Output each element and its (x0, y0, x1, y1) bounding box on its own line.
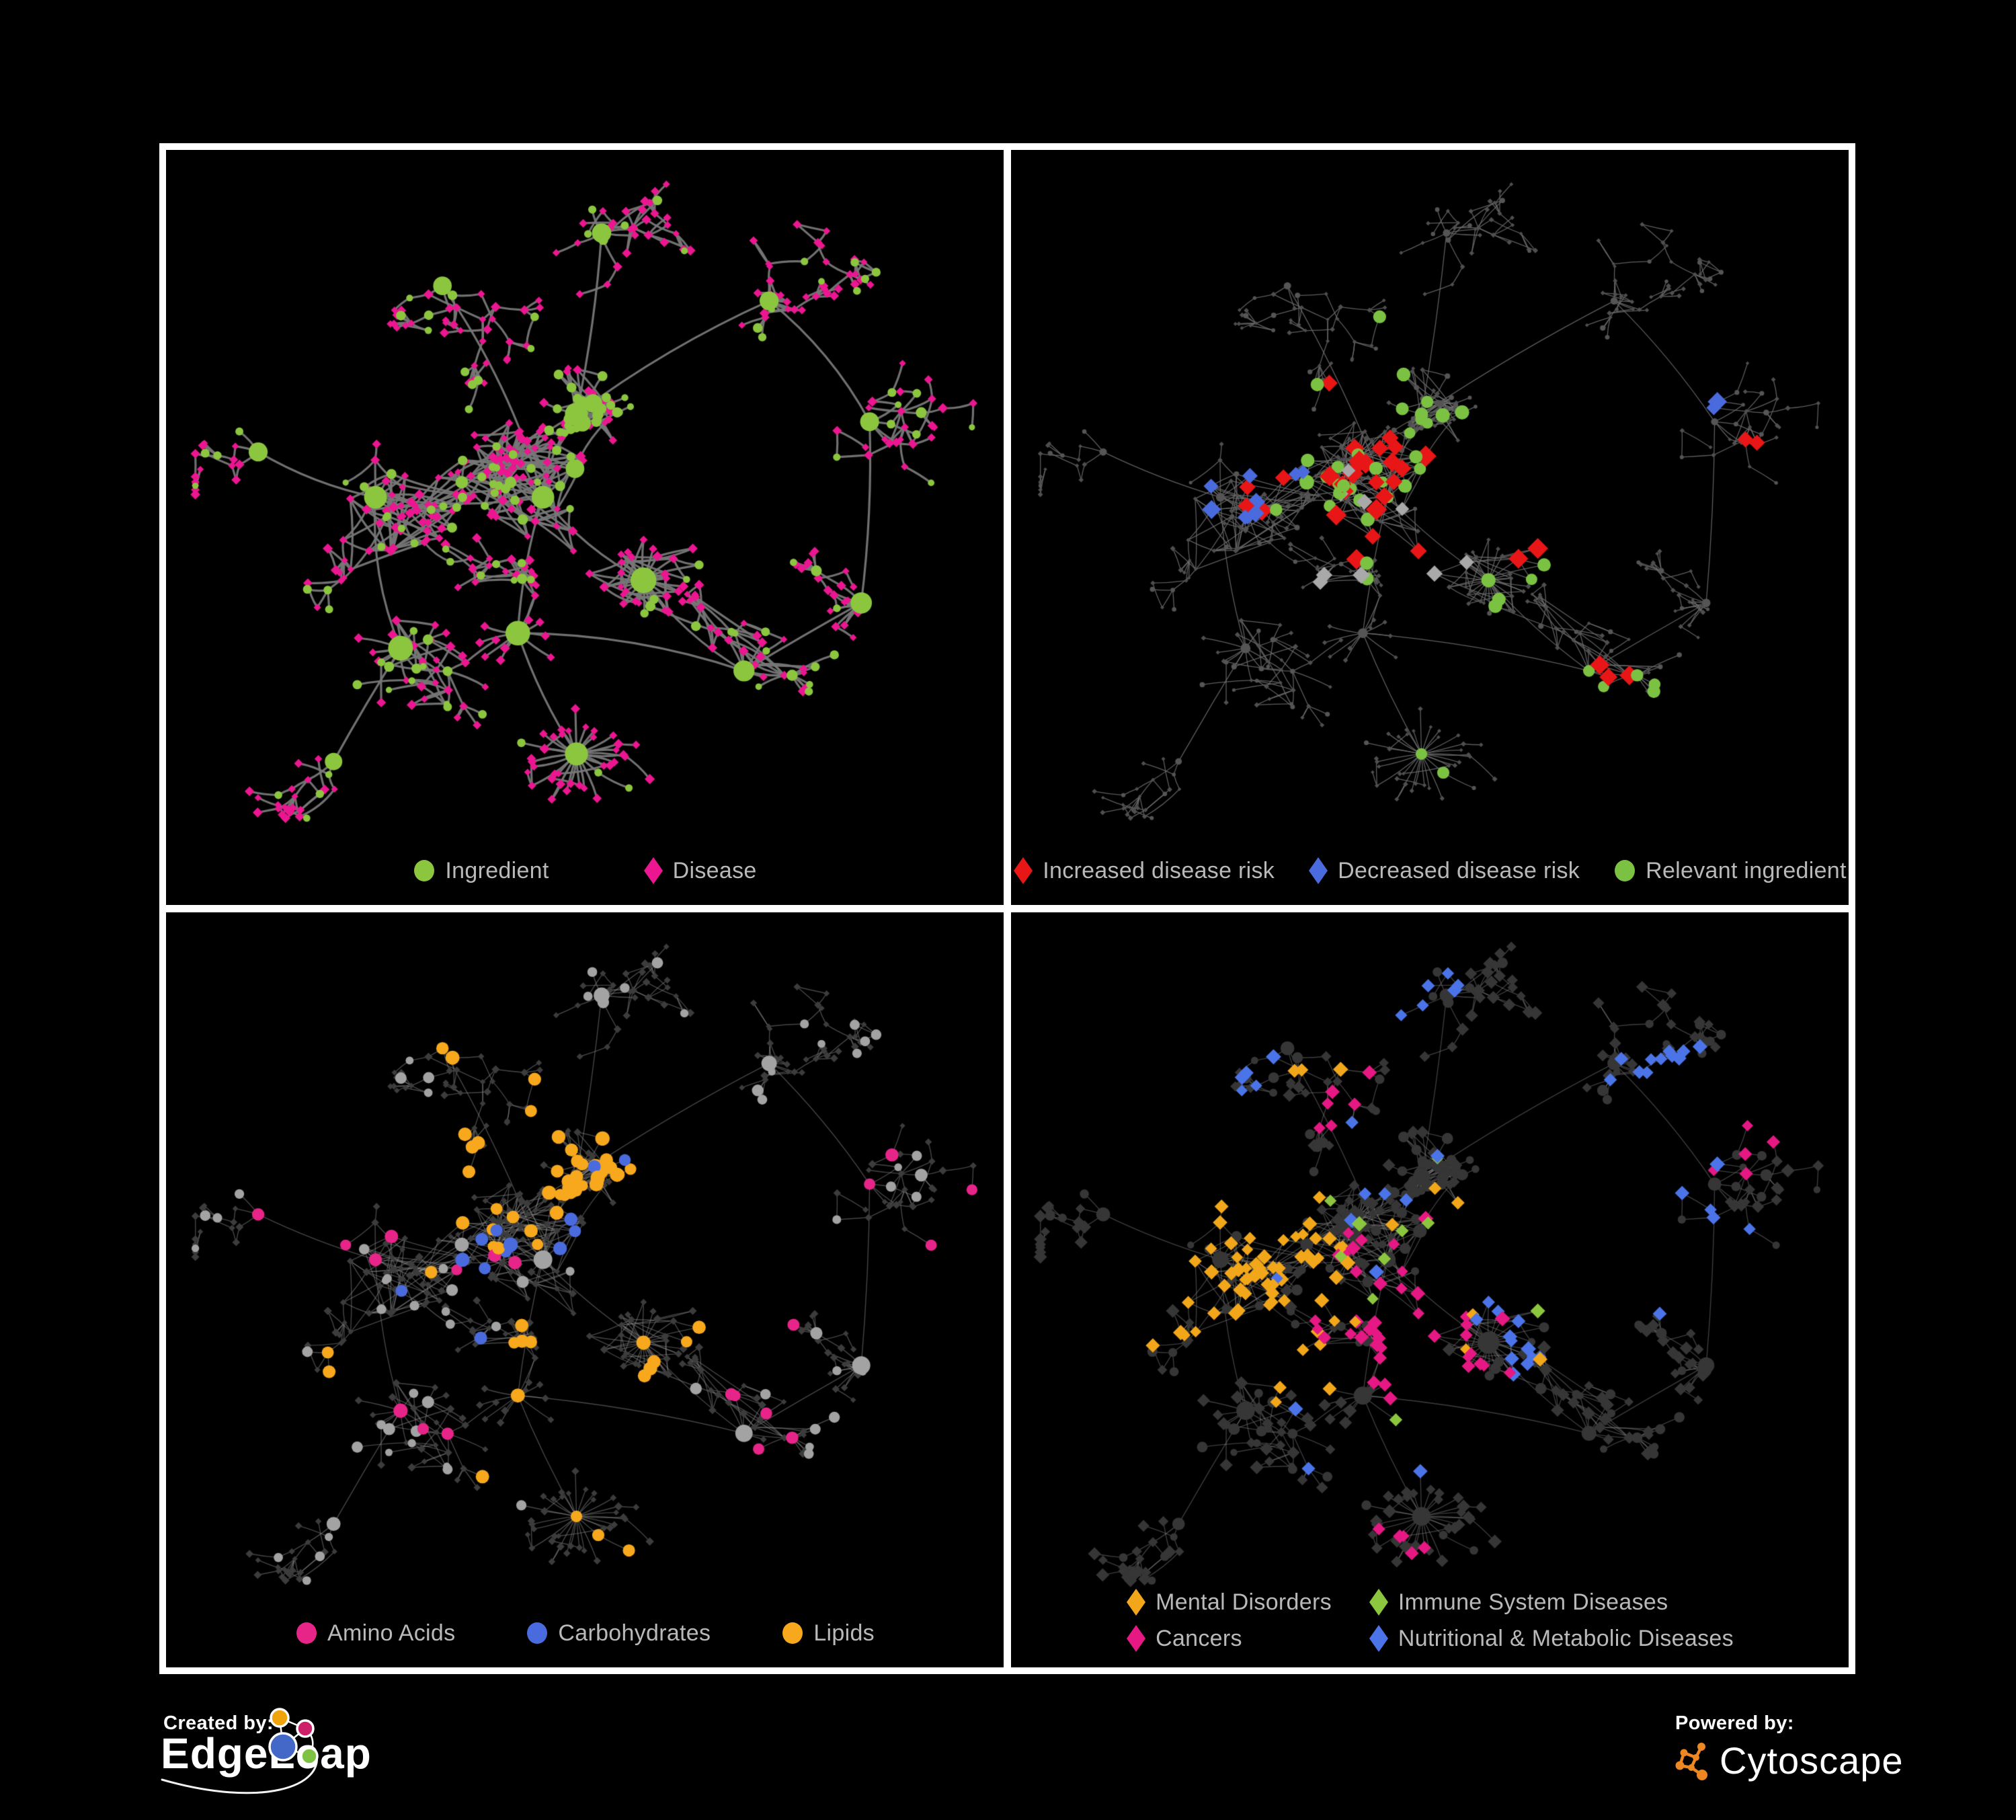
cytoscape-logo-icon (1675, 1742, 1707, 1780)
legend-item-decreased-disease-risk: Decreased disease risk (1308, 857, 1580, 885)
legend-label: Lipids (813, 1620, 875, 1646)
legend-item-amino-acids: Amino Acids (295, 1619, 455, 1647)
legend-item-mental-disorders: Mental Disorders (1126, 1588, 1332, 1616)
legend-label: Amino Acids (327, 1620, 456, 1646)
panel-ingredient-disease: Ingredient Disease (166, 150, 1004, 905)
cytoscape-credit: Powered by: Cytoscape (1675, 1712, 1904, 1800)
network-macronutrients (166, 912, 1004, 1667)
legend-item-nutritional-metabolic-diseases: Nutritional & Metabolic Diseases (1369, 1624, 1734, 1653)
legend-item-immune-system-diseases: Immune System Diseases (1369, 1588, 1734, 1616)
panel-disease-classes: Mental Disorders Immune System Diseases Ca… (1011, 912, 1849, 1667)
created-by-label: Created by: (163, 1712, 274, 1734)
diamond-swatch (643, 857, 663, 884)
edgeleap-credit: Created by: EdgeLeap (159, 1708, 576, 1820)
legend-macronutrients: Amino Acids Carbohydrates Lipids (166, 1619, 1004, 1647)
network-disease-risk (1011, 150, 1849, 905)
edgeleap-logo-text: EdgeLeap (161, 1729, 372, 1778)
legend-item-relevant-ingredient: Relevant ingredient (1613, 857, 1847, 885)
legend-label: Relevant ingredient (1646, 857, 1847, 883)
legend-label: Mental Disorders (1156, 1589, 1332, 1615)
legend-item-ingredient: Ingredient (413, 857, 549, 885)
network-disease-classes (1011, 912, 1849, 1667)
legend-label: Disease (672, 857, 757, 883)
legend-item-cancers: Cancers (1126, 1624, 1332, 1653)
legend-item-lipids: Lipids (781, 1619, 875, 1647)
diamond-swatch (1014, 857, 1033, 884)
diamond-swatch (1369, 1625, 1388, 1652)
legend-label: Decreased disease risk (1338, 857, 1580, 883)
circle-swatch (527, 1622, 548, 1644)
circle-swatch (414, 860, 435, 881)
panel-grid: Ingredient Disease Increased disease risk… (159, 143, 1855, 1674)
legend-label: Increased disease risk (1043, 857, 1275, 883)
legend-label: Carbohydrates (558, 1620, 711, 1646)
panel-macronutrients: Amino Acids Carbohydrates Lipids (166, 912, 1004, 1667)
legend-label: Immune System Diseases (1398, 1589, 1668, 1615)
circle-swatch (296, 1622, 317, 1644)
diamond-swatch (1127, 1625, 1146, 1652)
legend-item-increased-disease-risk: Increased disease risk (1013, 857, 1275, 885)
edgeleap-logo-icon (268, 1708, 319, 1766)
legend-disease-classes: Mental Disorders Immune System Diseases Ca… (1011, 1588, 1849, 1653)
legend-label: Cancers (1156, 1625, 1242, 1651)
circle-swatch (782, 1622, 803, 1644)
network-ingredient-disease (166, 150, 1004, 905)
legend-item-carbohydrates: Carbohydrates (526, 1619, 711, 1647)
cytoscape-logo-text: Cytoscape (1720, 1739, 1904, 1782)
diamond-swatch (1309, 857, 1328, 884)
diamond-swatch (1369, 1589, 1388, 1616)
legend-ingredient-disease: Ingredient Disease (166, 857, 1004, 885)
powered-by-label: Powered by: (1675, 1712, 1794, 1734)
panel-disease-risk: Increased disease risk Decreased disease … (1011, 150, 1849, 905)
legend-label: Ingredient (445, 857, 549, 883)
legend-label: Nutritional & Metabolic Diseases (1398, 1625, 1734, 1651)
legend-item-disease: Disease (643, 857, 757, 885)
circle-swatch (1615, 860, 1636, 881)
diamond-swatch (1127, 1589, 1146, 1616)
legend-disease-risk: Increased disease risk Decreased disease … (1011, 857, 1849, 885)
